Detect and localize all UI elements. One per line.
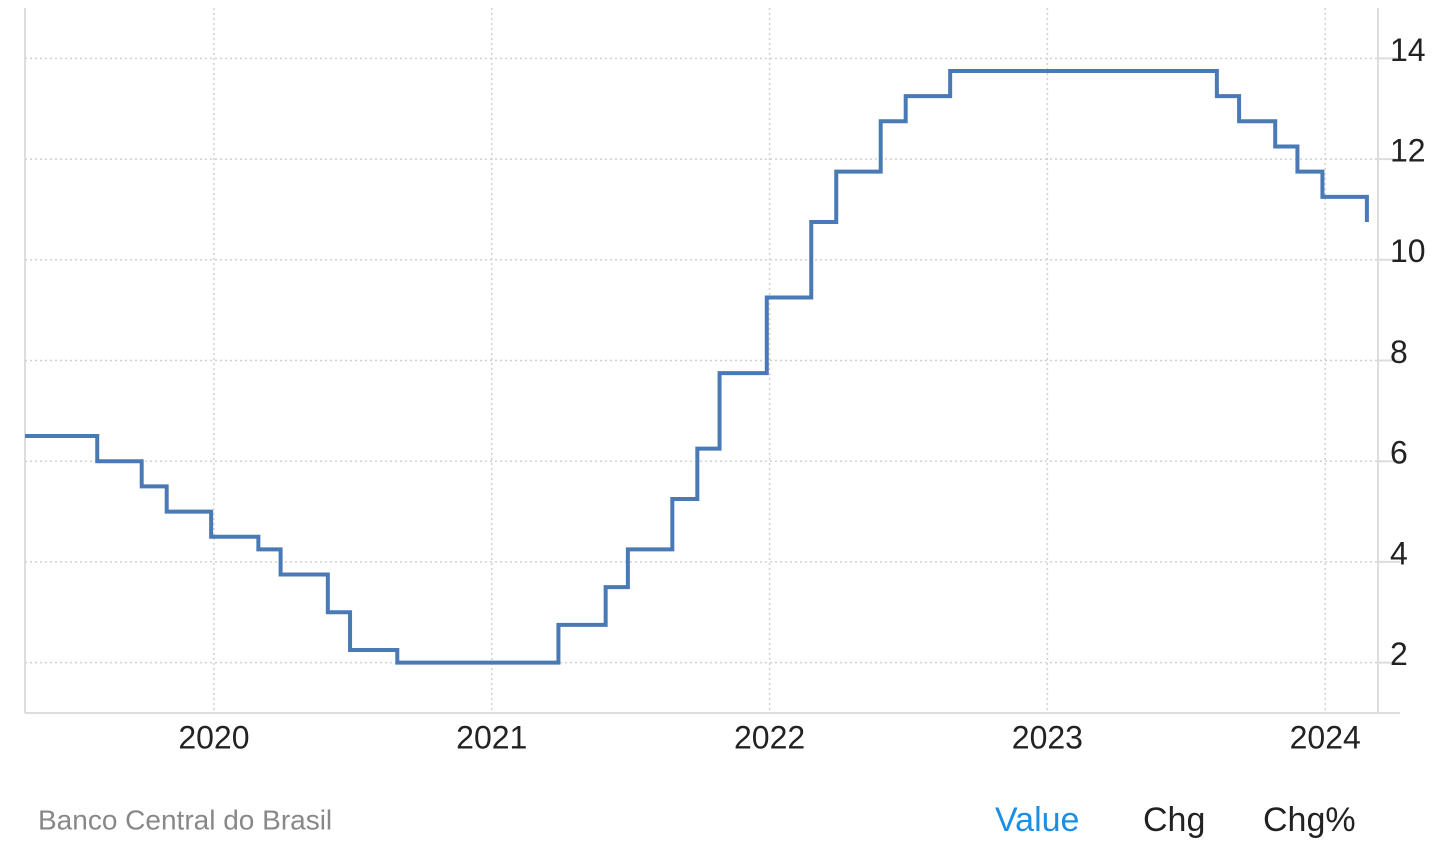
y-tick-label: 6 bbox=[1390, 435, 1408, 471]
x-tick-label: 2023 bbox=[1012, 719, 1083, 755]
x-tick-label: 2020 bbox=[178, 719, 249, 755]
tab[interactable]: Chg% bbox=[1263, 801, 1356, 839]
y-tick-label: 2 bbox=[1390, 636, 1408, 672]
y-tick-label: 12 bbox=[1390, 133, 1426, 169]
source: Banco Central do Brasil bbox=[38, 804, 332, 835]
y-tick-label: 14 bbox=[1390, 32, 1426, 68]
y-tick-label: 10 bbox=[1390, 233, 1426, 269]
y-tick-label: 8 bbox=[1390, 334, 1408, 370]
tab[interactable]: Value bbox=[995, 801, 1079, 839]
line bbox=[25, 68, 1369, 665]
x-tick-label: 2022 bbox=[734, 719, 805, 755]
x-tick-label: 2024 bbox=[1290, 719, 1361, 755]
x-tick-label: 2021 bbox=[456, 719, 527, 755]
tab[interactable]: Chg bbox=[1143, 801, 1205, 839]
y-tick-label: 4 bbox=[1390, 535, 1408, 571]
